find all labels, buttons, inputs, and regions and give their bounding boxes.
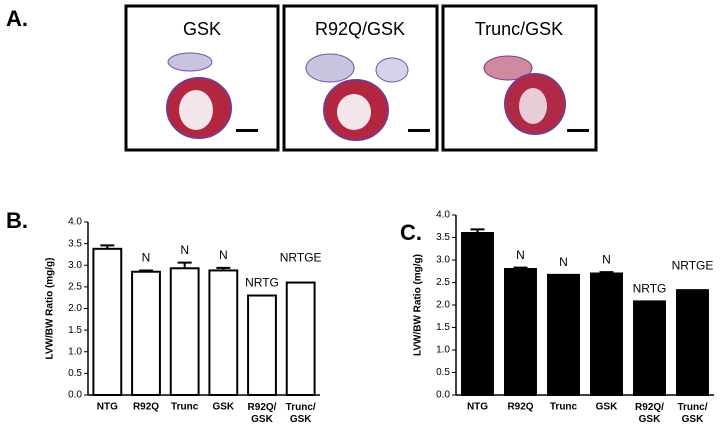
y-tick-label: 2.0 — [68, 303, 82, 314]
y-tick-label: 1.5 — [68, 325, 82, 336]
x-tick-label: GSK — [212, 402, 234, 413]
bar — [633, 300, 666, 396]
error-bar — [216, 266, 231, 271]
error-bar — [470, 228, 485, 233]
annotation: N — [219, 248, 228, 262]
bar — [169, 267, 200, 396]
y-tick-label: 3.5 — [68, 238, 82, 249]
y-axis-label: LVW/BW Ratio (mg/g) — [413, 254, 424, 356]
y-tick-label: 3.0 — [436, 255, 450, 266]
x-tick-label: R92Q — [133, 402, 159, 413]
image-label: Trunc/GSK — [475, 19, 563, 39]
y-tick-label: 3.0 — [68, 260, 82, 271]
x-tick-label: GSK — [596, 402, 618, 413]
y-tick-label: 2.5 — [436, 277, 450, 288]
y-tick-label: 1.5 — [436, 322, 450, 333]
heart-section — [305, 53, 430, 141]
bar — [208, 269, 239, 396]
annotation: NRTG — [245, 276, 279, 290]
bar — [285, 281, 316, 396]
heart-section — [483, 55, 589, 135]
y-tick-label: 4.0 — [436, 210, 450, 221]
y-tick-label: 0.5 — [436, 367, 450, 378]
error-bar — [513, 266, 528, 269]
x-tick-label: Trunc/GSK — [677, 402, 707, 425]
bar — [247, 294, 277, 396]
annotation: N — [602, 252, 611, 266]
y-tick-label: 0.0 — [436, 390, 450, 401]
x-tick-label: NTG — [97, 402, 118, 413]
annotation: NRTGE — [672, 258, 714, 272]
y-tick-label: 2.0 — [436, 300, 450, 311]
x-tick-label: Trunc — [171, 402, 199, 413]
annotation: N — [180, 243, 189, 257]
y-tick-label: 3.5 — [436, 232, 450, 243]
y-tick-label: 0.5 — [68, 368, 82, 379]
annotation: N — [559, 255, 568, 269]
error-bar — [599, 271, 614, 274]
panel-label: B. — [6, 208, 28, 233]
x-tick-label: NTG — [467, 402, 488, 413]
y-tick-label: 2.5 — [68, 282, 82, 293]
x-tick-label: R92Q/GSK — [635, 402, 664, 425]
image-label: R92Q/GSK — [315, 19, 405, 39]
bar — [92, 247, 123, 396]
annotation: NRTG — [633, 282, 667, 296]
error-bar — [177, 261, 192, 269]
bar — [547, 273, 580, 397]
heart-section — [166, 52, 258, 139]
error-bar — [100, 244, 115, 249]
panel-label: A. — [6, 6, 28, 31]
x-tick-label: R92Q/GSK — [248, 402, 277, 425]
bar — [504, 268, 537, 396]
y-tick-label: 4.0 — [68, 217, 82, 228]
y-tick-label: 1.0 — [436, 345, 450, 356]
error-bar — [139, 269, 153, 272]
bar — [461, 232, 494, 396]
annotation: NRTGE — [280, 251, 322, 265]
y-tick-label: 1.0 — [68, 346, 82, 357]
annotation: N — [516, 248, 525, 262]
y-axis-label: LVW/BW Ratio (mg/g) — [45, 257, 56, 359]
image-panel: GSK R92Q/GSK Trunc/GSK — [124, 4, 598, 152]
bar — [131, 270, 161, 396]
x-tick-label: R92Q — [507, 402, 533, 413]
annotation: N — [142, 251, 151, 265]
x-tick-label: Trunc/GSK — [286, 402, 316, 425]
image-label: GSK — [183, 19, 221, 39]
y-tick-label: 0.0 — [68, 390, 82, 401]
panel-label: C. — [400, 220, 422, 245]
x-tick-label: Trunc — [550, 402, 578, 413]
bar — [590, 272, 623, 396]
bar — [676, 289, 709, 396]
